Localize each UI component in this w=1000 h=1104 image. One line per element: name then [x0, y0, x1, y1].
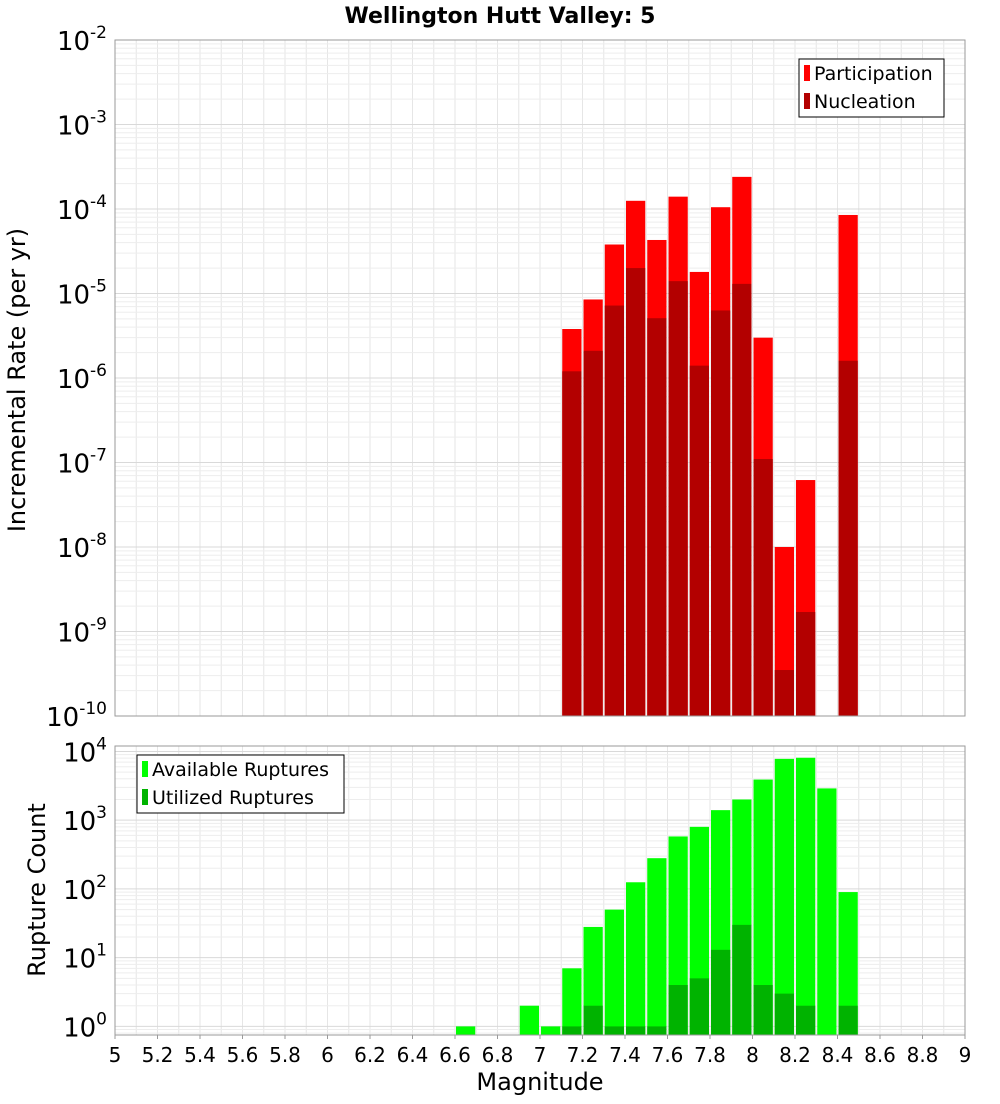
top-bar — [562, 371, 582, 716]
bottom-bar — [604, 1026, 624, 1035]
x-tick-label: 7.8 — [694, 1043, 726, 1067]
top-legend-label: Participation — [814, 63, 933, 85]
top-legend-box — [798, 58, 945, 118]
bottom-bar — [519, 1005, 539, 1035]
top-y-tick-label: 10-7 — [57, 446, 107, 480]
bottom-legend-swatch — [142, 761, 148, 777]
x-tick-label: 8.2 — [779, 1043, 811, 1067]
top-y-tick-label: 10-3 — [57, 108, 107, 142]
top-bar — [774, 670, 794, 716]
top-legend-swatch — [804, 93, 810, 109]
top-y-tick-label: 10-4 — [57, 192, 107, 226]
x-tick-label: 5.6 — [227, 1043, 259, 1067]
x-tick-label: 7.2 — [567, 1043, 599, 1067]
bottom-bar — [562, 968, 582, 1035]
x-tick-label: 6.4 — [397, 1043, 429, 1067]
x-axis-label: Magnitude — [476, 1068, 603, 1096]
x-tick-label: 5.4 — [184, 1043, 216, 1067]
x-tick-label: 6.8 — [482, 1043, 514, 1067]
bottom-bar — [838, 1005, 858, 1035]
top-y-tick-label: 10-5 — [57, 277, 107, 311]
bottom-bar — [774, 758, 794, 1035]
bottom-bar — [604, 909, 624, 1035]
bottom-legend-label: Utilized Ruptures — [152, 787, 314, 809]
x-tick-label: 8.8 — [907, 1043, 939, 1067]
x-tick-label: 5.2 — [142, 1043, 174, 1067]
top-bar — [583, 350, 603, 716]
bottom-y-tick-label: 104 — [63, 734, 107, 768]
top-bar — [796, 612, 816, 716]
top-y-tick-label: 10-9 — [57, 615, 107, 649]
top-legend: Participation Nucleation — [798, 58, 945, 118]
bottom-legend-box — [136, 754, 345, 814]
bottom-series-0 — [456, 757, 858, 1035]
bottom-bar — [668, 985, 688, 1035]
top-bar — [838, 360, 858, 716]
bottom-bar — [626, 1026, 646, 1035]
top-bar — [647, 318, 667, 716]
bottom-bar — [753, 779, 773, 1035]
x-tick-label: 9 — [959, 1043, 972, 1067]
top-bar — [711, 310, 731, 716]
top-y-tick-label: 10-8 — [57, 530, 107, 564]
bottom-bar — [817, 788, 837, 1035]
top-bar — [604, 305, 624, 716]
top-series-1 — [562, 268, 858, 716]
x-tick-label: 6.6 — [439, 1043, 471, 1067]
bottom-legend: Available Ruptures Utilized Ruptures — [136, 754, 345, 814]
top-bar — [668, 281, 688, 716]
bottom-bar — [838, 892, 858, 1035]
top-bar — [732, 283, 752, 716]
x-tick-label: 5.8 — [269, 1043, 301, 1067]
top-bar — [753, 459, 773, 716]
bottom-bar — [732, 924, 752, 1035]
x-tick-label: 7.6 — [652, 1043, 684, 1067]
x-tick-label: 8.4 — [822, 1043, 854, 1067]
bottom-bar — [626, 882, 646, 1035]
bottom-bar — [647, 1026, 667, 1035]
top-legend-swatch — [804, 65, 810, 81]
bottom-bar — [774, 993, 794, 1035]
bottom-bar — [562, 1026, 582, 1035]
x-tick-label: 5 — [109, 1043, 122, 1067]
bottom-bar — [689, 978, 709, 1035]
bottom-legend-label: Available Ruptures — [152, 759, 329, 781]
bottom-bar — [711, 949, 731, 1035]
bottom-bar — [796, 757, 816, 1035]
top-grid — [114, 39, 966, 717]
bottom-bar — [647, 858, 667, 1035]
bottom-legend-swatch — [142, 789, 148, 805]
bottom-bar — [583, 1005, 603, 1035]
top-bar — [626, 268, 646, 716]
top-legend-label: Nucleation — [814, 91, 916, 113]
top-plot-border — [114, 39, 966, 717]
bottom-y-tick-label: 100 — [63, 1009, 107, 1043]
top-y-axis-label: Incremental Rate (per yr) — [3, 228, 31, 532]
x-tick-label: 6 — [321, 1043, 334, 1067]
x-tick-label: 8 — [746, 1043, 759, 1067]
top-y-tick-label: 10-2 — [57, 23, 107, 57]
bottom-y-tick-label: 101 — [63, 941, 107, 975]
bottom-bar — [753, 985, 773, 1035]
bottom-bar — [796, 1005, 816, 1035]
bottom-y-axis-label: Rupture Count — [23, 803, 51, 977]
bottom-y-tick-label: 102 — [63, 872, 107, 906]
x-tick-label: 8.6 — [864, 1043, 896, 1067]
top-bar — [689, 365, 709, 716]
x-tick-label: 7 — [534, 1043, 547, 1067]
top-y-tick-label: 10-10 — [46, 699, 107, 733]
bottom-bar — [456, 1026, 476, 1035]
chart-title: Wellington Hutt Valley: 5 — [345, 4, 656, 29]
x-tick-label: 6.2 — [354, 1043, 386, 1067]
bottom-series-1 — [562, 924, 858, 1035]
x-tick-label: 7.4 — [609, 1043, 641, 1067]
bottom-bar — [541, 1026, 561, 1035]
top-y-tick-label: 10-6 — [57, 361, 107, 395]
bottom-y-tick-label: 103 — [63, 803, 107, 837]
